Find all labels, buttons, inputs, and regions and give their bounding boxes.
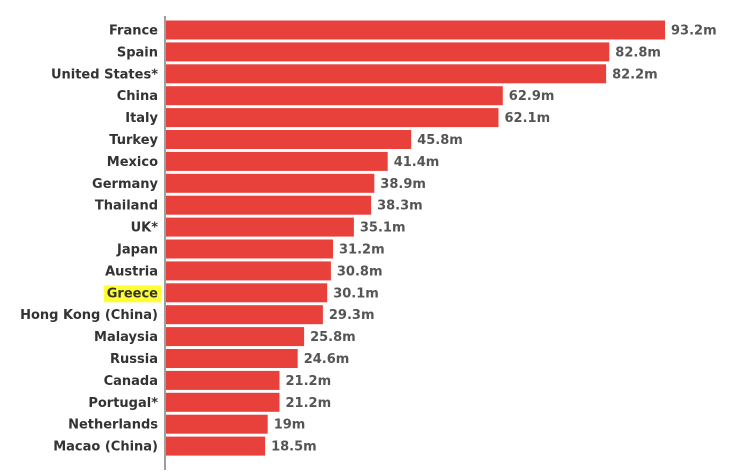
value-label: 82.8m <box>615 45 661 60</box>
category-label: Canada <box>104 374 158 389</box>
category-label: Netherlands <box>68 418 158 433</box>
category-label: Turkey <box>109 133 158 148</box>
bar-china <box>166 86 503 106</box>
bar-uk <box>166 217 354 237</box>
bar-spain <box>166 42 610 62</box>
bars-group: France 93.2m Spain 82.8m United States* 82.2m… <box>20 20 717 456</box>
category-label: Thailand <box>95 199 158 214</box>
bar-macao-china <box>166 436 266 456</box>
category-label: Italy <box>125 111 158 126</box>
category-label: Malaysia <box>94 330 158 345</box>
bar-hong-kong-china <box>166 305 323 325</box>
category-label: Greece <box>107 286 158 301</box>
bar-mexico <box>166 151 388 171</box>
value-label: 21.2m <box>286 396 332 411</box>
category-label: France <box>109 24 158 39</box>
value-label: 25.8m <box>310 330 356 345</box>
category-label: Germany <box>92 177 158 192</box>
bar-germany <box>166 173 375 193</box>
category-label: UK* <box>131 221 159 236</box>
bar-turkey <box>166 130 412 149</box>
bar-united-states <box>166 64 607 84</box>
value-label: 82.2m <box>612 67 658 82</box>
category-label: Japan <box>116 243 158 258</box>
bar-greece <box>166 283 328 303</box>
value-label: 29.3m <box>329 308 375 323</box>
value-label: 30.8m <box>337 264 383 279</box>
value-label: 31.2m <box>339 243 385 258</box>
value-label: 38.9m <box>380 177 426 192</box>
category-label: Mexico <box>107 155 158 170</box>
category-label: Macao (China) <box>53 440 158 455</box>
category-label: Spain <box>117 45 158 60</box>
bar-thailand <box>166 195 372 215</box>
category-label: Portugal* <box>88 396 158 411</box>
category-label: China <box>117 89 158 104</box>
category-label: United States* <box>51 67 158 82</box>
bar-austria <box>166 261 331 281</box>
value-label: 21.2m <box>286 374 332 389</box>
bar-japan <box>166 239 333 259</box>
bar-italy <box>166 108 499 128</box>
bar-canada <box>166 370 280 390</box>
value-label: 45.8m <box>417 133 463 148</box>
highlight-marker <box>103 285 162 303</box>
category-label: Austria <box>105 264 158 279</box>
value-label: 93.2m <box>671 24 717 39</box>
value-label: 62.9m <box>509 89 555 104</box>
value-label: 62.1m <box>505 111 551 126</box>
value-label: 18.5m <box>271 440 317 455</box>
category-label: Hong Kong (China) <box>20 308 158 323</box>
value-label: 41.4m <box>394 155 440 170</box>
bar-portugal <box>166 392 280 412</box>
value-label: 38.3m <box>377 199 423 214</box>
value-label: 19m <box>274 418 306 433</box>
value-label: 35.1m <box>360 221 406 236</box>
bar-france <box>166 20 665 40</box>
bar-malaysia <box>166 327 305 347</box>
value-label: 30.1m <box>333 286 379 301</box>
category-label: Russia <box>110 352 158 367</box>
bar-russia <box>166 349 298 368</box>
bar-netherlands <box>166 414 268 434</box>
value-label: 24.6m <box>304 352 350 367</box>
